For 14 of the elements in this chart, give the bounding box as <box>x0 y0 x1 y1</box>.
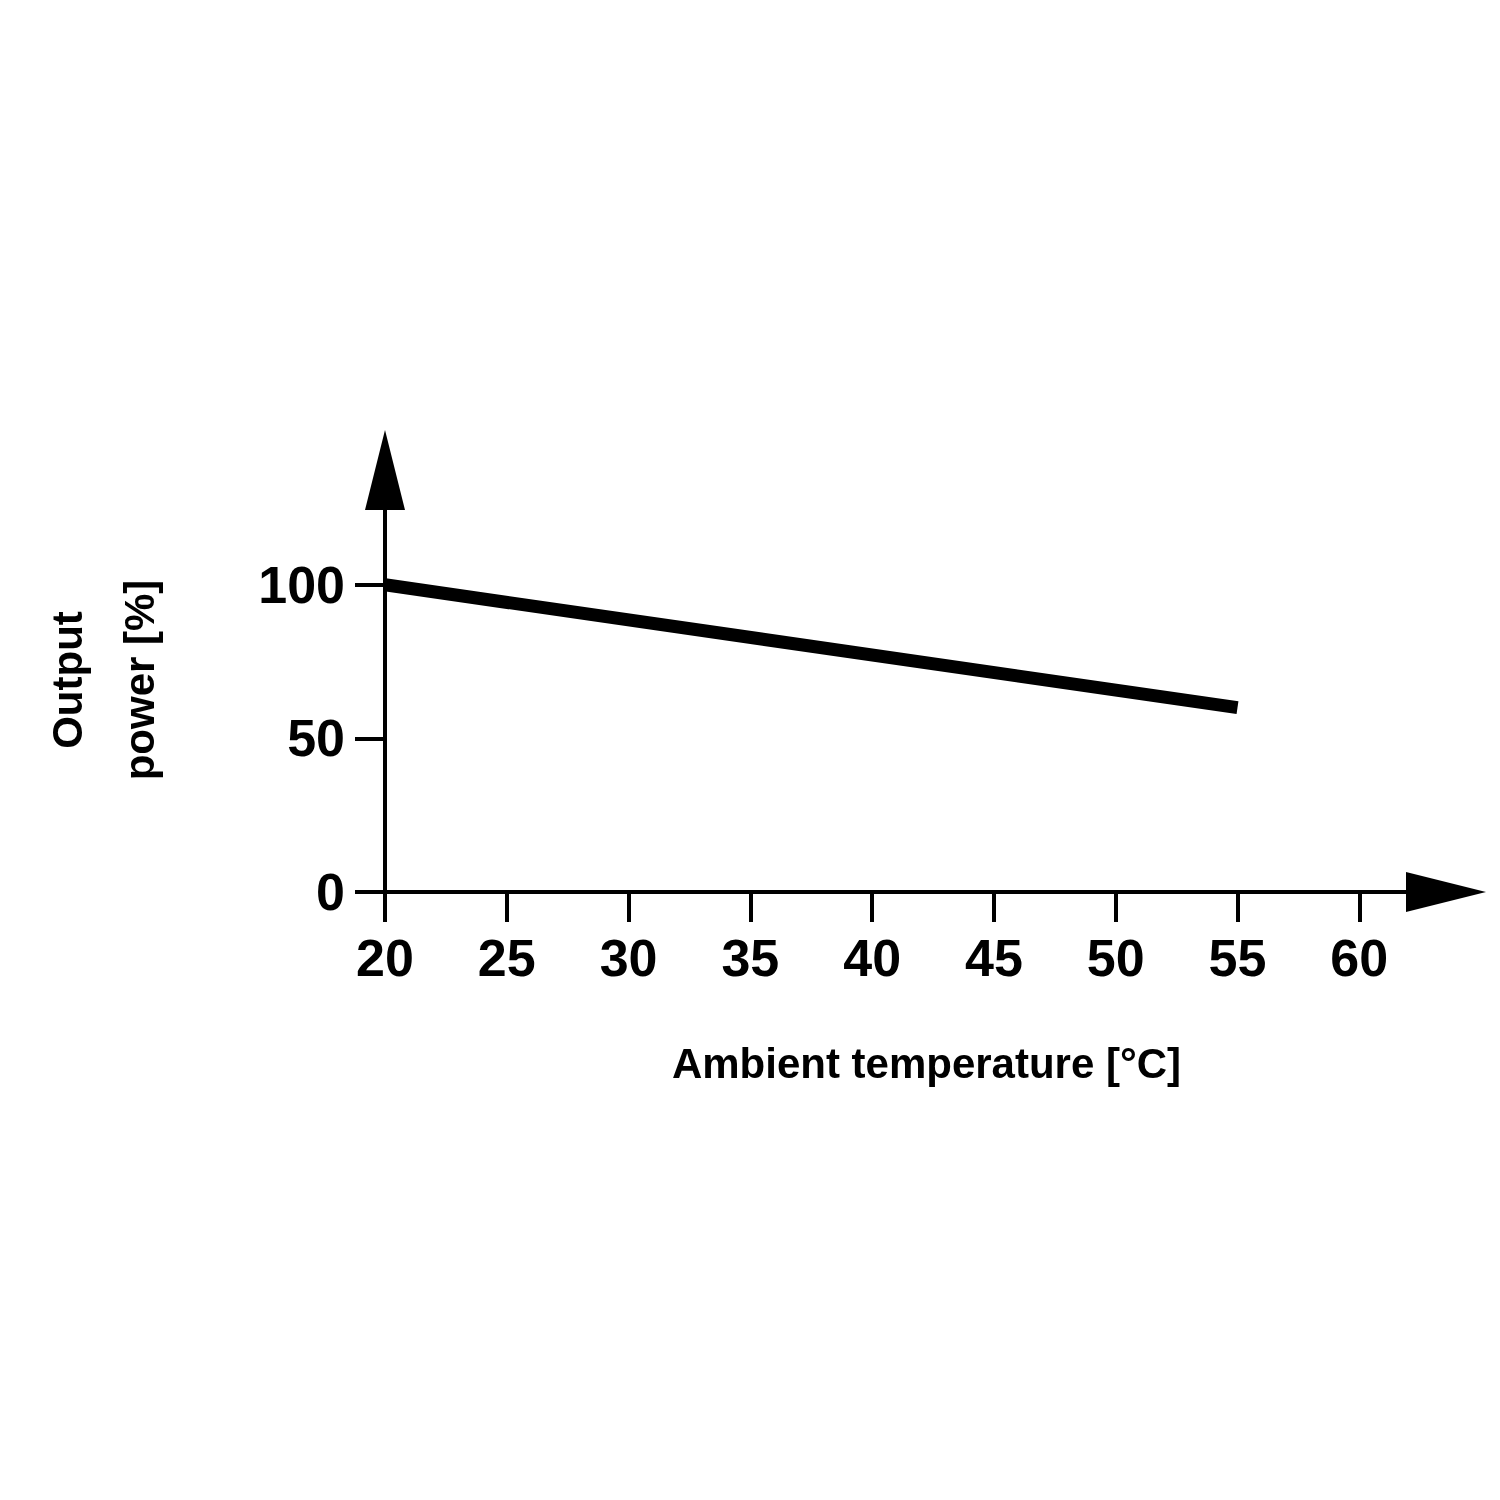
y-tick-label: 100 <box>258 555 345 614</box>
y-axis-title: Output power [%] <box>43 579 163 781</box>
x-tick-label: 55 <box>1208 929 1267 987</box>
x-tick-label: 35 <box>721 929 780 987</box>
y-tick-label: 0 <box>316 863 345 921</box>
x-tick-label: 20 <box>356 929 414 987</box>
x-tick-label: 60 <box>1330 929 1389 987</box>
x-tick-label: 40 <box>843 929 902 987</box>
x-axis-title: Ambient temperature [°C] <box>671 1039 1182 1087</box>
x-tick-label: 50 <box>1086 929 1145 987</box>
x-tick-label: 25 <box>477 929 536 987</box>
y-tick-label: 50 <box>287 709 345 768</box>
x-tick-label: 45 <box>965 929 1023 987</box>
x-tick-label: 30 <box>599 929 658 987</box>
